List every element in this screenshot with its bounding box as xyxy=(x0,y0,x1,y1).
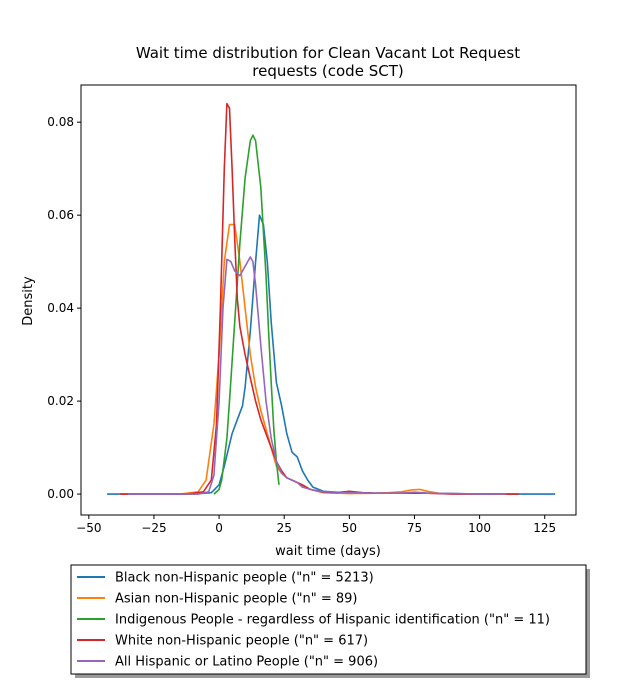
plot-area xyxy=(80,84,577,516)
chart-title: Wait time distribution for Clean Vacant … xyxy=(136,44,520,80)
y-tick-label: 0.02 xyxy=(47,394,74,408)
legend-box xyxy=(70,564,587,675)
x-axis: −50 −25 0 25 50 75 100 125 xyxy=(76,515,556,535)
y-tick-label: 0.06 xyxy=(47,208,74,222)
x-tick-label: 125 xyxy=(533,521,556,535)
legend-label-2: Indigenous People - regardless of Hispan… xyxy=(115,613,550,628)
series-line-1 xyxy=(122,223,506,495)
legend-label-4: All Hispanic or Latino People ("n" = 906… xyxy=(115,655,378,670)
y-tick-label: 0.08 xyxy=(47,115,74,129)
x-tick-label: 25 xyxy=(277,521,292,535)
y-axis: 0.00 0.02 0.04 0.06 0.08 xyxy=(47,115,81,501)
x-axis-label: wait time (days) xyxy=(275,544,381,559)
x-tick-label: −25 xyxy=(141,521,166,535)
legend-label-3: White non-Hispanic people ("n" = 617) xyxy=(115,634,368,649)
plot-frame xyxy=(80,84,577,516)
x-tick-label: 100 xyxy=(468,521,491,535)
x-tick-label: 50 xyxy=(342,521,357,535)
legend-label-0: Black non-Hispanic people ("n" = 5213) xyxy=(115,571,374,586)
x-tick-label: −50 xyxy=(76,521,101,535)
series-line-3 xyxy=(120,102,519,495)
chart-title-line2: requests (code SCT) xyxy=(252,62,403,80)
y-tick-label: 0.04 xyxy=(47,301,74,315)
legend-label-1: Asian non-Hispanic people ("n" = 89) xyxy=(115,592,358,607)
series-line-2 xyxy=(213,134,280,495)
series-line-0 xyxy=(107,214,556,495)
series-line-4 xyxy=(127,256,506,495)
x-tick-label: 0 xyxy=(215,521,223,535)
x-tick-label: 75 xyxy=(407,521,422,535)
y-tick-label: 0.00 xyxy=(47,487,74,501)
y-axis-label: Density xyxy=(21,276,36,326)
chart-title-line1: Wait time distribution for Clean Vacant … xyxy=(136,44,520,62)
legend: Black non-Hispanic people ("n" = 5213) As… xyxy=(70,564,590,678)
